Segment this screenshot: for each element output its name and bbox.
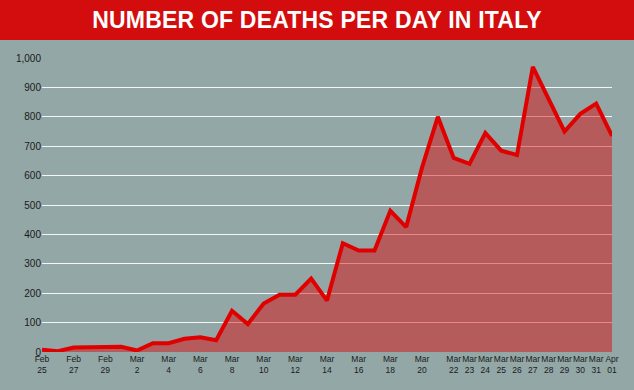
svg-text:900: 900 [24,82,41,93]
svg-text:Feb29: Feb29 [98,354,113,375]
svg-text:Mar27: Mar27 [526,354,541,375]
svg-text:Mar25: Mar25 [494,354,509,375]
svg-text:Mar20: Mar20 [415,354,430,375]
svg-text:600: 600 [24,170,41,181]
svg-text:800: 800 [24,111,41,122]
svg-text:300: 300 [24,258,41,269]
svg-text:Mar30: Mar30 [573,354,588,375]
svg-text:Feb27: Feb27 [66,354,81,375]
svg-text:Mar18: Mar18 [383,354,398,375]
svg-text:Mar31: Mar31 [589,354,604,375]
svg-text:700: 700 [24,141,41,152]
svg-text:Mar26: Mar26 [510,354,525,375]
svg-text:Apr01: Apr01 [605,354,618,375]
svg-text:200: 200 [24,288,41,299]
svg-text:Mar14: Mar14 [320,354,335,375]
svg-text:500: 500 [24,200,41,211]
svg-text:Mar16: Mar16 [351,354,366,375]
svg-text:Feb25: Feb25 [35,354,50,375]
svg-text:Mar23: Mar23 [462,354,477,375]
svg-text:Mar6: Mar6 [193,354,208,375]
svg-text:Mar24: Mar24 [478,354,493,375]
svg-text:400: 400 [24,229,41,240]
svg-text:Mar29: Mar29 [557,354,572,375]
svg-text:Mar2: Mar2 [130,354,145,375]
html-text:NUMBER OF DEATHS PER DAY IN IT: NUMBER OF DEATHS PER DAY IN ITALY [92,7,542,33]
svg-text:Mar8: Mar8 [225,354,240,375]
svg-text:Mar28: Mar28 [541,354,556,375]
svg-text:Mar12: Mar12 [288,354,303,375]
svg-text:100: 100 [24,317,41,328]
svg-text:0: 0 [35,347,41,358]
svg-text:Mar10: Mar10 [256,354,271,375]
svg-text:Mar22: Mar22 [446,354,461,375]
svg-text:1,000: 1,000 [16,53,41,64]
svg-text:Mar4: Mar4 [161,354,176,375]
